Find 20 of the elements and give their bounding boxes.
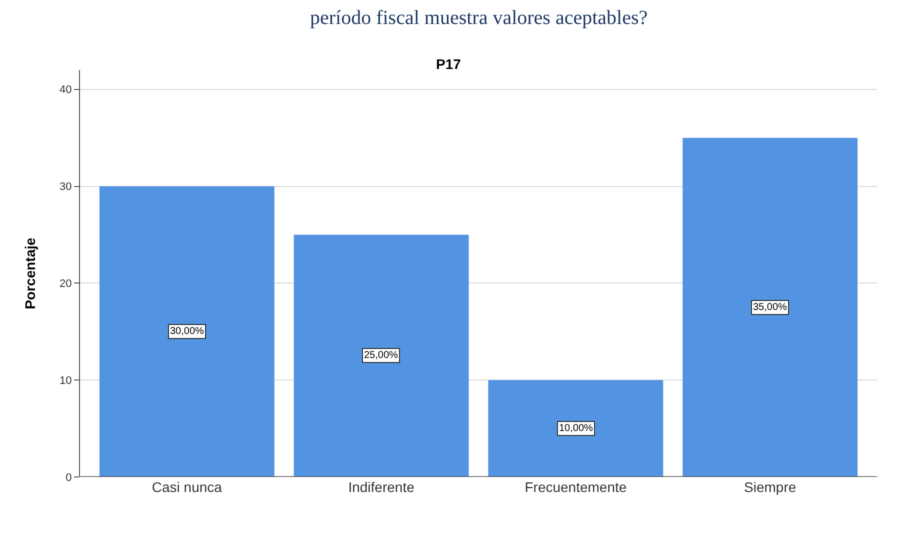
y-tick-label: 40 bbox=[60, 84, 72, 96]
x-tick-label: Frecuentemente bbox=[524, 479, 627, 495]
bar bbox=[294, 234, 469, 477]
x-tick-label: Casi nunca bbox=[152, 479, 222, 495]
x-tick-label: Indiferente bbox=[348, 479, 415, 495]
y-tick-label: 20 bbox=[60, 278, 72, 290]
y-tick-label: 0 bbox=[66, 472, 72, 484]
y-tick-label: 30 bbox=[60, 181, 72, 194]
y-axis-title: Porcentaje bbox=[22, 237, 38, 310]
chart-title: P17 bbox=[436, 56, 462, 72]
bar bbox=[682, 138, 858, 477]
data-label: 35,00% bbox=[753, 302, 788, 313]
bar bbox=[99, 186, 274, 477]
x-tick-label: Siempre bbox=[744, 479, 796, 495]
y-tick-label: 10 bbox=[60, 374, 72, 387]
bar bbox=[488, 380, 664, 477]
data-label: 25,00% bbox=[364, 350, 398, 361]
text: período fiscal muestra valores aceptables? bbox=[310, 7, 648, 29]
data-label: 10,00% bbox=[559, 423, 594, 434]
data-label: 30,00% bbox=[170, 326, 204, 337]
